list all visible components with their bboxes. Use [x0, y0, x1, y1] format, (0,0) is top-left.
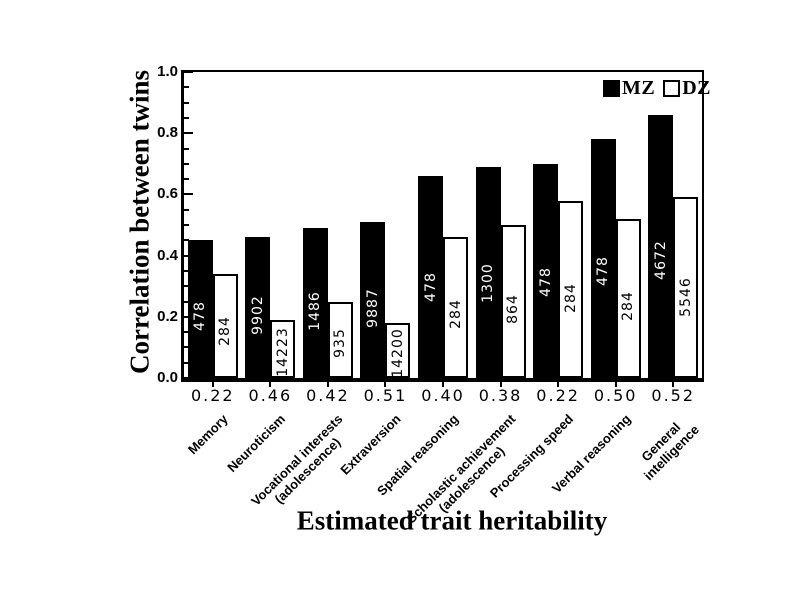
legend-mz-swatch-icon: [603, 80, 620, 97]
dz-bar-memory: 284: [212, 273, 238, 378]
x-category-label-memory: Memory: [184, 411, 231, 458]
y-minor-tick: [184, 224, 189, 226]
y-minor-tick: [184, 361, 189, 364]
y-tick-label: 0.4: [157, 246, 178, 264]
x-tick: [326, 382, 329, 387]
mz-bar-processing-speed: 478: [533, 163, 559, 378]
mz-bar-extraversion: 9887: [360, 221, 386, 378]
dz-bar-vocational-interests: 935: [327, 301, 353, 378]
y-minor-tick: [184, 239, 189, 242]
mz-bar-vocational-interests: 1486: [302, 228, 328, 378]
x-tick: [384, 382, 387, 387]
y-tick-label: 0.8: [157, 124, 178, 142]
y-tick-label: 1.0: [157, 63, 178, 80]
y-tick-label: 0.0: [157, 369, 178, 386]
heritability-value-label: 0.52: [651, 386, 696, 405]
y-minor-tick: [184, 178, 189, 181]
plot-frame: [181, 70, 704, 382]
heritability-value-label: 0.46: [248, 386, 293, 405]
x-category-label-general: General intelligence: [638, 419, 702, 484]
legend-dz-label: DZ: [682, 77, 712, 99]
mz-bar-spatial-reasoning: 478: [418, 176, 443, 378]
y-minor-tick: [184, 208, 189, 211]
y-minor-tick: [184, 101, 189, 104]
y-major-tick: [184, 132, 193, 135]
dz-bar-verbal-reasoning: 284: [615, 218, 641, 378]
y-minor-tick: [184, 331, 189, 334]
y-major-tick: [184, 71, 193, 73]
x-tick: [557, 382, 560, 387]
heritability-value-label: 0.22: [190, 386, 235, 405]
legend: MZ DZ: [603, 77, 711, 100]
heritability-value-label: 0.42: [306, 386, 350, 405]
x-tick: [614, 382, 617, 387]
y-tick-label: 0.6: [157, 185, 178, 203]
mz-bar-memory: 478: [187, 240, 213, 378]
mz-bar-general: 4672: [648, 114, 674, 378]
y-minor-tick: [184, 269, 189, 272]
y-minor-tick: [184, 346, 189, 349]
x-axis-title: Estimated trait heritability: [296, 505, 608, 536]
x-tick: [211, 382, 214, 387]
dz-bar-scholastic-achievement: 864: [500, 225, 526, 378]
x-tick: [672, 382, 675, 387]
y-tick-label: 0.2: [157, 307, 178, 325]
legend-dz-swatch-icon: [663, 80, 681, 97]
y-major-tick: [184, 193, 193, 196]
heritability-value-label: 0.40: [421, 386, 465, 405]
y-minor-tick: [184, 300, 189, 303]
mz-bar-verbal-reasoning: 478: [590, 139, 616, 378]
y-minor-tick: [184, 285, 189, 288]
y-minor-tick: [184, 86, 189, 89]
dz-bar-neuroticism: 14223: [270, 319, 296, 378]
x-tick: [499, 382, 502, 387]
x-tick: [269, 382, 272, 387]
legend-mz-label: MZ: [622, 77, 656, 99]
heritability-value-label: 0.51: [363, 386, 408, 405]
dz-bar-spatial-reasoning: 284: [443, 237, 468, 378]
heritability-value-label: 0.50: [593, 386, 638, 405]
mz-bar-scholastic-achievement: 1300: [475, 166, 501, 378]
y-axis-title: Correlation between twins: [124, 70, 155, 374]
heritability-value-label: 0.38: [478, 386, 523, 405]
dz-bar-general: 5546: [673, 197, 699, 378]
dz-bar-processing-speed: 284: [558, 200, 584, 378]
y-minor-tick: [184, 116, 189, 119]
dz-bar-extraversion: 14200: [385, 322, 411, 378]
x-tick: [442, 382, 444, 387]
mz-bar-neuroticism: 9902: [245, 237, 271, 378]
y-minor-tick: [184, 147, 189, 150]
heritability-value-label: 0.22: [536, 386, 580, 405]
y-minor-tick: [184, 162, 189, 165]
